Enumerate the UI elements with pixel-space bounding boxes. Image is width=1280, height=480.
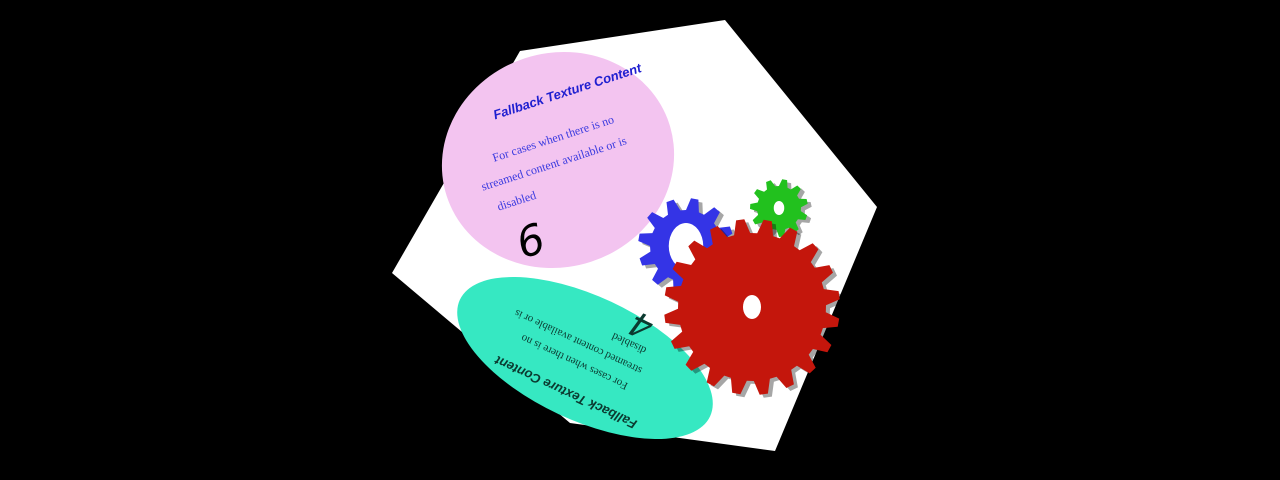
face-top-ellipse [441,52,675,268]
red-gear [664,219,844,398]
cube-face-bottom [457,277,713,439]
green-gear-hole [773,201,785,215]
face-bottom-ellipse [457,277,713,439]
red-gear-hole [743,295,761,319]
cube-face-right [638,179,844,398]
cube-face-top: Fallback Texture Content For cases when … [441,52,675,268]
